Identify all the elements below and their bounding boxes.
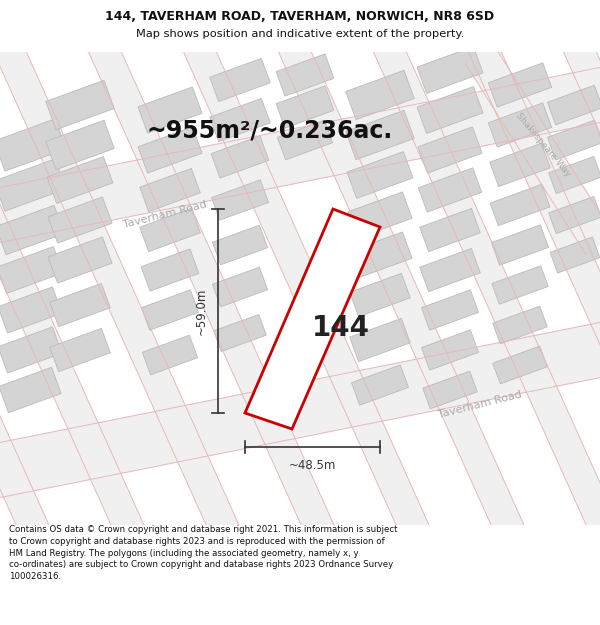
Polygon shape (214, 314, 266, 351)
Text: Taverham Road: Taverham Road (122, 200, 208, 230)
Polygon shape (210, 58, 270, 102)
Polygon shape (350, 318, 410, 362)
Polygon shape (418, 168, 482, 212)
Polygon shape (423, 371, 477, 409)
Polygon shape (277, 120, 332, 160)
Polygon shape (48, 197, 112, 243)
Polygon shape (46, 0, 353, 581)
Polygon shape (276, 86, 334, 128)
Polygon shape (0, 0, 259, 581)
Polygon shape (465, 46, 600, 254)
Polygon shape (47, 157, 113, 203)
Polygon shape (490, 143, 550, 187)
Polygon shape (350, 273, 410, 317)
Polygon shape (46, 80, 114, 130)
Polygon shape (236, 0, 544, 581)
Polygon shape (547, 120, 600, 160)
Polygon shape (548, 196, 600, 234)
Polygon shape (0, 159, 66, 211)
Polygon shape (493, 346, 547, 384)
Polygon shape (346, 70, 414, 120)
Polygon shape (417, 47, 483, 93)
Polygon shape (421, 330, 479, 370)
Polygon shape (420, 208, 480, 252)
Polygon shape (140, 208, 200, 252)
Polygon shape (492, 266, 548, 304)
Polygon shape (418, 127, 482, 173)
Polygon shape (0, 313, 600, 507)
Polygon shape (427, 0, 600, 581)
Polygon shape (417, 87, 483, 133)
Polygon shape (347, 152, 413, 198)
Polygon shape (212, 225, 268, 265)
Polygon shape (211, 180, 269, 220)
Polygon shape (212, 267, 268, 307)
Polygon shape (488, 103, 551, 147)
Polygon shape (346, 110, 414, 160)
Polygon shape (550, 237, 600, 273)
Polygon shape (421, 290, 479, 330)
Text: Map shows position and indicative extent of the property.: Map shows position and indicative extent… (136, 29, 464, 39)
Polygon shape (245, 209, 380, 429)
Text: 144, TAVERHAM ROAD, TAVERHAM, NORWICH, NR8 6SD: 144, TAVERHAM ROAD, TAVERHAM, NORWICH, N… (106, 11, 494, 23)
Polygon shape (490, 184, 550, 226)
Polygon shape (48, 237, 112, 283)
Polygon shape (0, 0, 68, 581)
Polygon shape (0, 287, 62, 333)
Polygon shape (352, 365, 409, 405)
Text: Contains OS data © Crown copyright and database right 2021. This information is : Contains OS data © Crown copyright and d… (9, 525, 398, 581)
Text: ~955m²/~0.236ac.: ~955m²/~0.236ac. (147, 118, 393, 142)
Text: ~48.5m: ~48.5m (289, 459, 336, 472)
Polygon shape (0, 327, 62, 373)
Polygon shape (142, 290, 199, 330)
Polygon shape (142, 335, 197, 375)
Text: ~59.0m: ~59.0m (195, 288, 208, 335)
Polygon shape (211, 136, 269, 178)
Polygon shape (348, 192, 412, 238)
Polygon shape (140, 168, 200, 212)
Polygon shape (276, 54, 334, 96)
Polygon shape (46, 120, 114, 170)
Polygon shape (0, 247, 63, 293)
Polygon shape (420, 248, 480, 292)
Polygon shape (210, 98, 270, 142)
Polygon shape (138, 87, 202, 133)
Polygon shape (0, 119, 66, 171)
Polygon shape (493, 306, 547, 344)
Text: 144: 144 (311, 314, 370, 341)
Polygon shape (0, 0, 164, 581)
Polygon shape (0, 368, 61, 413)
Polygon shape (488, 63, 551, 107)
Polygon shape (50, 283, 110, 327)
Text: Taverham Road: Taverham Road (437, 390, 523, 420)
Polygon shape (491, 225, 548, 265)
Polygon shape (548, 156, 600, 194)
Polygon shape (521, 0, 600, 581)
Polygon shape (547, 85, 600, 125)
Polygon shape (0, 205, 64, 255)
Polygon shape (138, 127, 202, 173)
Polygon shape (348, 232, 412, 278)
Polygon shape (141, 249, 199, 291)
Polygon shape (50, 328, 110, 372)
Polygon shape (331, 0, 600, 581)
Text: Shakespeare Way: Shakespeare Way (514, 111, 572, 179)
Polygon shape (142, 0, 449, 581)
Polygon shape (0, 58, 600, 252)
